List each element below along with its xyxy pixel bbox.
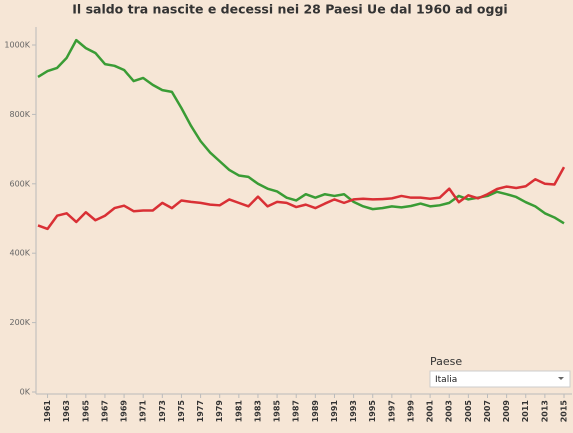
x-tick-label: 1967 bbox=[100, 400, 109, 422]
x-tick-label: 1981 bbox=[234, 400, 243, 423]
x-tick-label: 1975 bbox=[177, 400, 186, 423]
x-tick-label: 2011 bbox=[521, 400, 530, 423]
chart-title: Il saldo tra nascite e decessi nei 28 Pa… bbox=[72, 2, 507, 17]
x-tick-label: 2007 bbox=[483, 400, 492, 422]
dropdown-box[interactable] bbox=[429, 370, 571, 388]
x-tick-label: 1961 bbox=[43, 400, 52, 423]
series-line bbox=[37, 166, 566, 231]
filter-label: Paese bbox=[430, 355, 462, 368]
x-tick-label: 1993 bbox=[349, 400, 358, 422]
x-tick-label: 1987 bbox=[292, 400, 301, 422]
x-tick-label: 1985 bbox=[273, 400, 282, 423]
filter-dropdown[interactable]: Italia bbox=[429, 370, 571, 388]
x-tick-label: 2005 bbox=[464, 400, 473, 423]
x-tick-label: 1977 bbox=[196, 400, 205, 422]
y-tick-label: 800K bbox=[9, 110, 30, 119]
x-tick-label: 2001 bbox=[426, 400, 435, 423]
x-tick-label: 1979 bbox=[215, 400, 224, 423]
dropdown-value[interactable]: Italia bbox=[435, 375, 457, 385]
y-tick-label: 400K bbox=[9, 249, 30, 258]
x-tick-label: 2015 bbox=[560, 400, 569, 423]
x-tick-label: 1995 bbox=[368, 400, 377, 423]
x-tick-label: 1969 bbox=[120, 400, 129, 423]
dropdown-arrow[interactable] bbox=[558, 377, 564, 380]
x-tick-label: 1989 bbox=[311, 400, 320, 423]
x-tick-label: 1997 bbox=[387, 400, 396, 422]
y-tick-label: 600K bbox=[9, 179, 30, 188]
x-tick-label: 1963 bbox=[62, 400, 71, 422]
x-tick-label: 1991 bbox=[330, 400, 339, 423]
y-tick-label: 1000K bbox=[4, 41, 30, 50]
x-tick-label: 1965 bbox=[81, 400, 90, 423]
x-tick-label: 2003 bbox=[445, 400, 454, 422]
x-tick-label: 1983 bbox=[253, 400, 262, 422]
x-tick-label: 2009 bbox=[502, 400, 511, 423]
x-tick-label: 1971 bbox=[139, 400, 148, 423]
x-tick-label: 1999 bbox=[406, 400, 415, 423]
x-tick-label: 1973 bbox=[158, 400, 167, 422]
y-tick-label: 0K bbox=[20, 388, 31, 397]
x-tick-label: 2013 bbox=[540, 400, 549, 422]
y-tick-label: 200K bbox=[9, 318, 30, 327]
